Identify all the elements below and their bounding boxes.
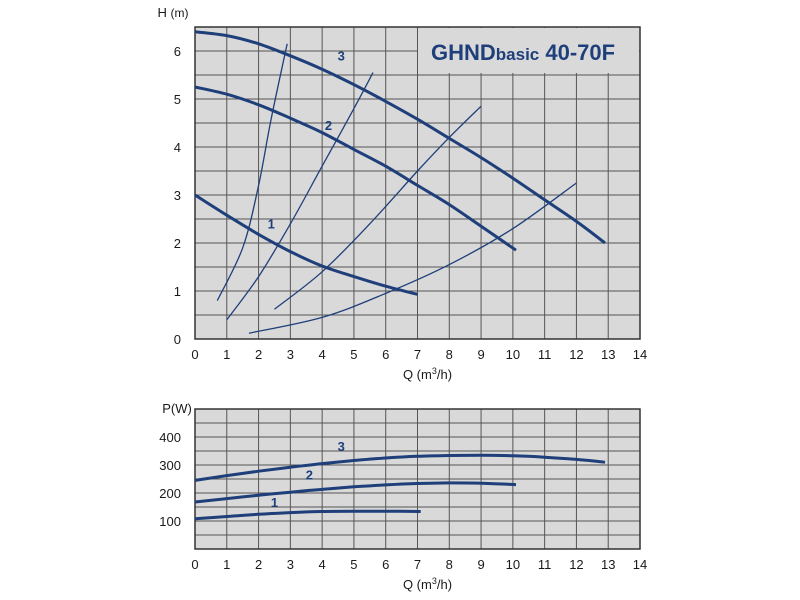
head-x-tick-label: 0 <box>191 347 198 362</box>
head-x-tick-label: 3 <box>287 347 294 362</box>
power-x-tick-label: 6 <box>382 557 389 572</box>
power-x-tick-label: 8 <box>446 557 453 572</box>
chart-title-background <box>418 28 639 73</box>
power-y-tick-label: 100 <box>159 514 181 529</box>
head-y-tick-label: 1 <box>174 284 181 299</box>
power-x-tick-label: 13 <box>601 557 615 572</box>
head-x-tick-label: 9 <box>477 347 484 362</box>
head-x-tick-label: 14 <box>633 347 647 362</box>
power-x-tick-label: 2 <box>255 557 262 572</box>
power-x-tick-label: 3 <box>287 557 294 572</box>
head-curve-label-2: 2 <box>325 118 332 133</box>
head-pump-curves <box>194 30 606 296</box>
power-y-tick-label: 400 <box>159 430 181 445</box>
power-curve-3 <box>194 453 606 482</box>
power-y-tick-labels: 100 200 300 400 <box>159 430 181 529</box>
power-x-tick-label: 0 <box>191 557 198 572</box>
power-x-tick-label: 14 <box>633 557 647 572</box>
power-curve-label-1: 1 <box>271 495 278 510</box>
head-system-curve <box>216 43 288 301</box>
head-curve-1 <box>194 193 418 296</box>
power-curve-label-3: 3 <box>338 439 345 454</box>
head-x-tick-label: 1 <box>223 347 230 362</box>
power-x-tick-labels: 0 1 2 3 4 5 6 7 8 9 10 11 12 13 14 <box>191 557 647 572</box>
power-x-tick-label: 10 <box>506 557 520 572</box>
head-y-tick-label: 4 <box>174 140 181 155</box>
power-x-axis-label: Q (m3/h) <box>403 576 452 592</box>
head-system-curves <box>216 43 577 334</box>
head-curve-label-1: 1 <box>268 217 275 232</box>
head-system-curve <box>274 105 482 310</box>
power-y-tick-label: 300 <box>159 458 181 473</box>
head-x-tick-label: 4 <box>319 347 326 362</box>
power-x-tick-label: 11 <box>538 557 552 572</box>
head-system-curve <box>226 72 374 321</box>
head-y-tick-labels: 0 1 2 3 4 5 6 <box>174 44 181 347</box>
power-pump-curves <box>194 453 606 521</box>
head-system-curve <box>248 182 577 334</box>
power-x-tick-label: 12 <box>569 557 583 572</box>
head-y-tick-label: 3 <box>174 188 181 203</box>
power-x-tick-label: 5 <box>350 557 357 572</box>
head-curve-2 <box>194 85 517 252</box>
head-x-tick-label: 7 <box>414 347 421 362</box>
power-curve-label-2: 2 <box>306 468 313 483</box>
head-curve-3 <box>194 30 606 245</box>
head-x-tick-label: 10 <box>506 347 520 362</box>
head-x-tick-label: 5 <box>350 347 357 362</box>
head-x-tick-label: 6 <box>382 347 389 362</box>
head-x-axis-label: Q (m3/h) <box>403 366 452 382</box>
head-x-tick-label: 2 <box>255 347 262 362</box>
head-x-tick-label: 11 <box>538 347 552 362</box>
chart-title: GHNDbasic 40-70F <box>431 40 615 65</box>
head-x-tick-label: 8 <box>446 347 453 362</box>
head-y-tick-label: 0 <box>174 332 181 347</box>
head-curve-label-3: 3 <box>338 49 345 64</box>
head-plot-frame <box>194 26 641 340</box>
power-x-tick-label: 4 <box>319 557 326 572</box>
power-y-axis-label: P(W) <box>162 401 192 416</box>
power-curve-1 <box>194 509 421 521</box>
power-y-tick-label: 200 <box>159 486 181 501</box>
power-curve-2 <box>194 481 517 504</box>
power-x-tick-label: 1 <box>223 557 230 572</box>
head-y-tick-label: 6 <box>174 44 181 59</box>
head-y-tick-label: 5 <box>174 92 181 107</box>
power-x-tick-label: 9 <box>477 557 484 572</box>
head-y-tick-label: 2 <box>174 236 181 251</box>
head-x-tick-label: 12 <box>569 347 583 362</box>
head-x-tick-labels: 0 1 2 3 4 5 6 7 8 9 10 11 12 13 14 <box>191 347 647 362</box>
head-x-tick-label: 13 <box>601 347 615 362</box>
head-y-axis-label: H (m) <box>158 5 189 20</box>
power-x-tick-label: 7 <box>414 557 421 572</box>
